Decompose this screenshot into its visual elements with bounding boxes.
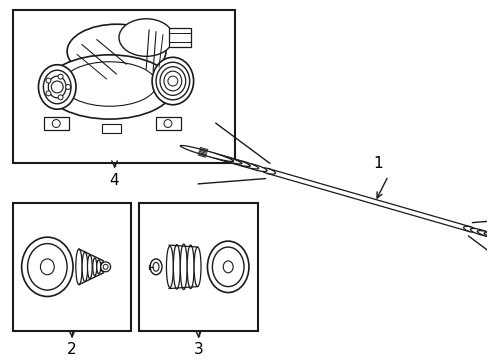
- Circle shape: [103, 264, 108, 269]
- Ellipse shape: [477, 231, 490, 240]
- Ellipse shape: [464, 226, 477, 232]
- Ellipse shape: [212, 247, 244, 287]
- Ellipse shape: [484, 233, 490, 243]
- Circle shape: [46, 78, 51, 83]
- Ellipse shape: [119, 19, 173, 56]
- Text: 3: 3: [194, 342, 203, 357]
- Ellipse shape: [153, 262, 159, 271]
- Circle shape: [52, 120, 60, 127]
- Text: 1: 1: [373, 156, 383, 171]
- Ellipse shape: [470, 229, 490, 236]
- Circle shape: [101, 262, 111, 272]
- Ellipse shape: [180, 145, 234, 162]
- Ellipse shape: [97, 260, 101, 274]
- Bar: [156, 117, 181, 130]
- Text: 4: 4: [110, 173, 120, 188]
- Ellipse shape: [244, 163, 267, 171]
- Ellipse shape: [67, 24, 166, 78]
- Ellipse shape: [152, 57, 194, 105]
- Bar: [102, 123, 122, 134]
- Ellipse shape: [46, 55, 174, 119]
- Ellipse shape: [49, 76, 66, 98]
- Bar: [13, 203, 131, 331]
- Circle shape: [168, 76, 178, 86]
- Ellipse shape: [164, 71, 182, 91]
- Ellipse shape: [101, 262, 104, 272]
- Ellipse shape: [27, 244, 67, 290]
- Ellipse shape: [167, 246, 173, 288]
- Ellipse shape: [212, 154, 250, 166]
- Circle shape: [164, 120, 172, 127]
- Circle shape: [46, 91, 51, 96]
- Bar: [13, 10, 235, 163]
- Ellipse shape: [194, 247, 201, 287]
- Ellipse shape: [82, 252, 88, 282]
- Ellipse shape: [156, 62, 190, 100]
- Ellipse shape: [38, 65, 76, 109]
- Bar: [139, 203, 258, 331]
- Ellipse shape: [180, 244, 187, 289]
- Ellipse shape: [63, 62, 156, 106]
- Ellipse shape: [260, 168, 275, 174]
- Ellipse shape: [44, 70, 71, 104]
- Circle shape: [58, 74, 63, 79]
- Circle shape: [51, 81, 63, 93]
- Ellipse shape: [41, 259, 54, 275]
- Text: 2: 2: [67, 342, 77, 357]
- Ellipse shape: [228, 159, 259, 169]
- Circle shape: [58, 95, 63, 100]
- Ellipse shape: [150, 259, 162, 275]
- Bar: [169, 28, 191, 48]
- Ellipse shape: [207, 241, 249, 293]
- Ellipse shape: [223, 261, 233, 273]
- Bar: [45, 117, 69, 130]
- Ellipse shape: [173, 244, 180, 289]
- Circle shape: [66, 85, 71, 89]
- Ellipse shape: [88, 255, 92, 279]
- Ellipse shape: [187, 245, 194, 289]
- Ellipse shape: [196, 150, 242, 164]
- Ellipse shape: [22, 237, 73, 297]
- Ellipse shape: [76, 249, 82, 285]
- Ellipse shape: [93, 258, 97, 276]
- Ellipse shape: [160, 67, 186, 95]
